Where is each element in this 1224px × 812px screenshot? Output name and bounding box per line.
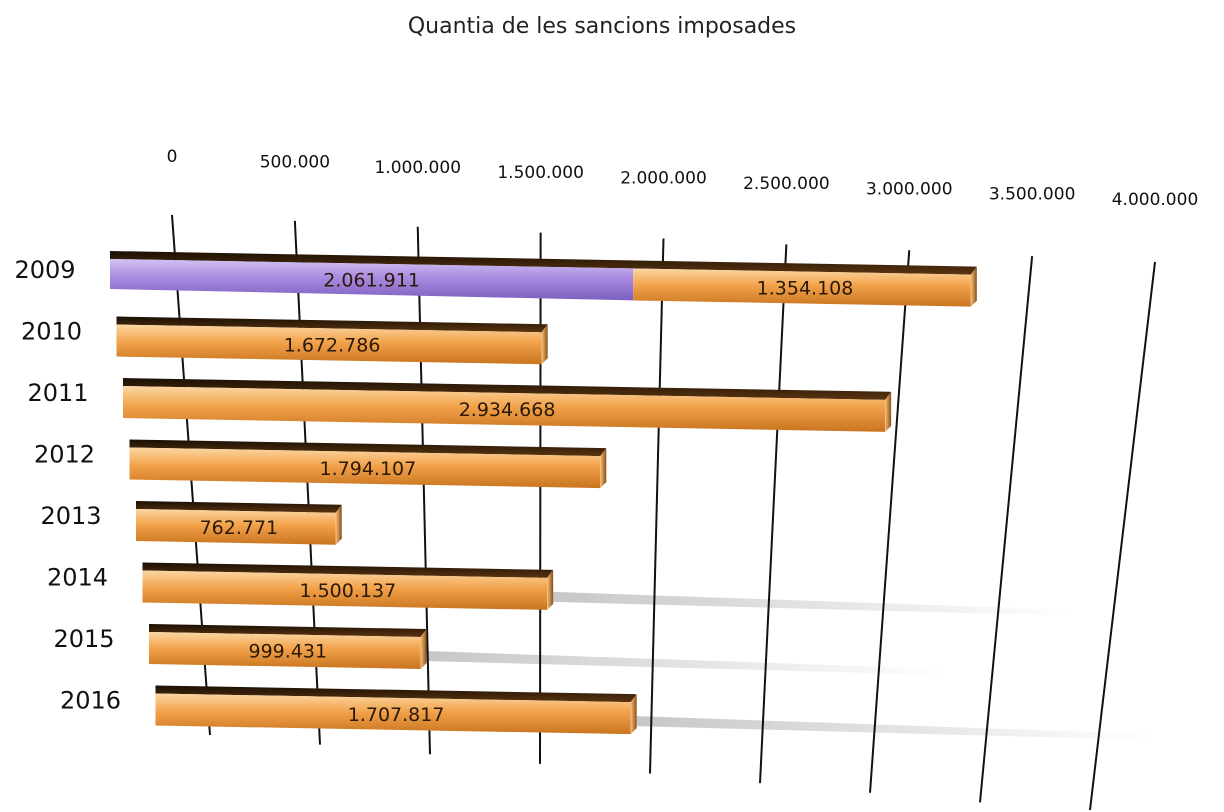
bar-value-label: 1.354.108	[757, 278, 854, 300]
bar-top-face	[136, 501, 342, 513]
x-tick-label: 1.500.000	[497, 163, 584, 183]
gridline	[416, 226, 431, 755]
bar-segment-orange	[155, 693, 631, 735]
x-axis-ticks: 0 500.000 1.000.000 1.500.000 2.000.000 2.500…	[167, 147, 1199, 210]
bar-value-label: 1.672.786	[284, 334, 381, 356]
x-tick-label: 4.000.000	[1112, 190, 1199, 210]
bar-top-face	[129, 439, 607, 457]
bar-top-face	[149, 624, 427, 637]
bar-segment-orange	[123, 386, 886, 432]
x-tick-label: 3.000.000	[866, 179, 953, 199]
bar-value-label: 762.771	[200, 517, 279, 539]
bar-top-face	[110, 251, 977, 275]
gridline	[539, 232, 542, 764]
x-tick-label: 3.500.000	[989, 185, 1076, 205]
bar-end-cap	[600, 448, 607, 489]
gridline	[1089, 261, 1156, 811]
x-tick-label: 1.000.000	[374, 158, 461, 178]
category-label: 2010	[21, 318, 82, 346]
category-label: 2011	[27, 379, 88, 407]
chart-title: Quantia de les sancions imposades	[408, 14, 796, 39]
gridline	[869, 250, 911, 793]
bars: 2.061.911 1.354.108 1.672.786 2.934.668 1.79…	[110, 251, 977, 735]
bar-segment-orange	[633, 268, 971, 307]
bar-value-label: 2.934.668	[459, 399, 556, 421]
bar-segment-purple	[110, 259, 634, 301]
x-tick-label: 500.000	[260, 152, 330, 172]
bar-end-cap	[547, 569, 554, 610]
bar-top-face	[123, 378, 892, 400]
gridline	[759, 244, 788, 784]
x-tick-label: 2.000.000	[620, 169, 707, 189]
y-axis-categories: 2009 2010 2011 2012 2013 2014 2015 2016	[14, 256, 121, 715]
x-tick-label: 0	[167, 147, 178, 167]
bar-top-face	[142, 562, 554, 578]
category-label: 2015	[53, 625, 114, 653]
bar-end-cap	[335, 504, 342, 545]
gridline	[979, 256, 1034, 803]
bar-segment-orange	[149, 632, 421, 669]
bar-segment-orange	[142, 570, 548, 610]
bar-shadows	[426, 591, 1157, 741]
bar-value-label: 1.794.107	[320, 458, 417, 480]
category-label: 2009	[14, 256, 75, 284]
gridline	[649, 238, 665, 774]
bar-segment-orange	[116, 324, 542, 365]
bar-end-cap	[541, 324, 548, 365]
bar-end-cap	[420, 628, 427, 669]
bar-value-label: 1.500.137	[299, 580, 396, 602]
category-label: 2016	[60, 687, 121, 715]
gridlines	[171, 214, 1156, 811]
bar-end-cap	[970, 266, 977, 307]
bar-top-face	[155, 685, 637, 703]
category-label: 2012	[34, 441, 95, 469]
category-label: 2013	[40, 502, 101, 530]
bar-segment-orange	[136, 509, 336, 545]
bar-value-label: 2.061.911	[323, 270, 420, 292]
bar-end-cap	[630, 694, 637, 735]
bar-shadow	[426, 650, 947, 675]
bar-shadow	[553, 591, 1074, 616]
bar-value-label: 1.707.817	[348, 704, 445, 726]
bar-shadow	[636, 716, 1157, 741]
bar-end-cap	[885, 391, 892, 432]
bar-value-label: 999.431	[249, 641, 328, 663]
category-label: 2014	[47, 564, 108, 592]
x-tick-label: 2.500.000	[743, 174, 830, 194]
bar-segment-orange	[129, 447, 601, 489]
bar-top-face	[116, 316, 548, 333]
